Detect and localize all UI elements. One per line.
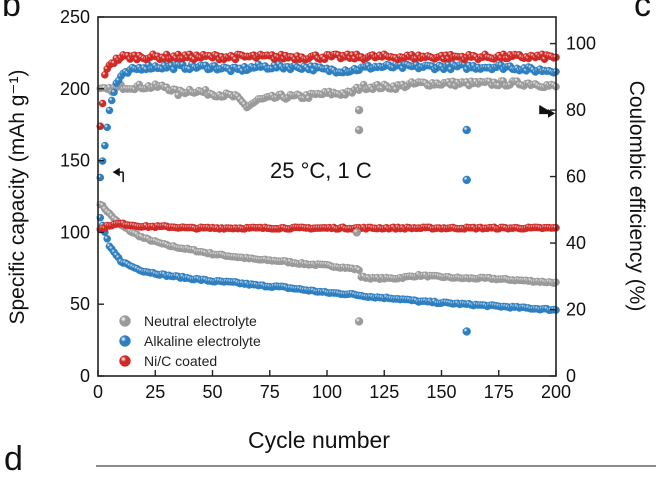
y-axis-left-label: Specific capacity (mAh g⁻¹) <box>6 70 29 325</box>
right-axis-arrow <box>539 105 556 118</box>
y-axis-right-label: Coulombic efficiency (%) <box>625 81 648 312</box>
x-tick-label: 200 <box>541 382 571 402</box>
alkaline-electrolyte-outlier-point <box>462 125 471 135</box>
legend-marker <box>119 335 131 347</box>
x-tick-label: 100 <box>312 382 342 402</box>
alkaline-electrolyte-ce-point <box>101 141 109 150</box>
neutral-electrolyte-capacity-point <box>355 266 363 274</box>
x-tick-label: 125 <box>369 382 399 402</box>
legend-label: Neutral electrolyte <box>144 313 257 329</box>
cycling-performance-chart: 0 25 50 75 100 125 150 175 200050100150200250020… <box>6 7 656 467</box>
alkaline-electrolyte-outlier-point <box>462 175 471 185</box>
data-points <box>96 50 560 336</box>
y-left-tick-label: 100 <box>60 222 90 242</box>
legend-label: Ni/C coated <box>144 353 217 369</box>
x-tick-label: 25 <box>145 382 165 402</box>
alkaline-electrolyte-ce-point <box>105 106 114 115</box>
neutral-electrolyte-outlier-point <box>354 125 364 135</box>
axes: 0 25 50 75 100 125 150 175 200050100150200250020… <box>60 7 656 467</box>
legend-marker <box>119 315 131 327</box>
panel-label-b: b <box>2 0 21 24</box>
x-tick-label: 0 <box>93 382 103 402</box>
panel-label-c: c <box>634 0 651 24</box>
y-right-tick-label: 100 <box>566 34 596 54</box>
alkaline-electrolyte-ce-point <box>103 123 111 132</box>
x-tick-label: 150 <box>426 382 456 402</box>
y-left-tick-label: 50 <box>70 294 90 314</box>
legend: Neutral electrolyte Alkaline electrolyte N… <box>119 313 261 369</box>
alkaline-electrolyte-ce-point <box>110 88 118 97</box>
alkaline-electrolyte-capacity-point <box>103 234 111 243</box>
x-tick-label: 50 <box>202 382 222 402</box>
alkaline-electrolyte-ce-point <box>107 96 116 105</box>
y-right-tick-label: 60 <box>566 167 586 187</box>
y-left-tick-label: 150 <box>60 151 90 171</box>
legend-marker <box>119 355 131 367</box>
y-right-tick-label: 40 <box>566 233 586 253</box>
x-tick-label: 75 <box>260 382 280 402</box>
legend-label: Alkaline electrolyte <box>144 333 261 349</box>
y-right-tick-label: 0 <box>566 366 576 386</box>
y-left-tick-label: 0 <box>80 366 90 386</box>
neutral-electrolyte-outlier-point <box>352 228 361 237</box>
x-axis-label: Cycle number <box>248 427 390 453</box>
y-right-tick-label: 20 <box>566 300 586 320</box>
y-left-tick-label: 250 <box>60 7 90 27</box>
x-tick-label: 175 <box>484 382 514 402</box>
test-condition-annotation: 25 °C, 1 C <box>270 158 372 183</box>
y-right-tick-label: 80 <box>566 100 586 120</box>
neutral-electrolyte-outlier-point <box>354 105 364 115</box>
alkaline-electrolyte-outlier-point <box>462 327 471 336</box>
ni-c-coated-ce-point <box>98 99 107 108</box>
left-axis-arrow <box>112 167 124 183</box>
neutral-electrolyte-outlier-point <box>354 317 364 326</box>
y-left-tick-label: 200 <box>60 79 90 99</box>
